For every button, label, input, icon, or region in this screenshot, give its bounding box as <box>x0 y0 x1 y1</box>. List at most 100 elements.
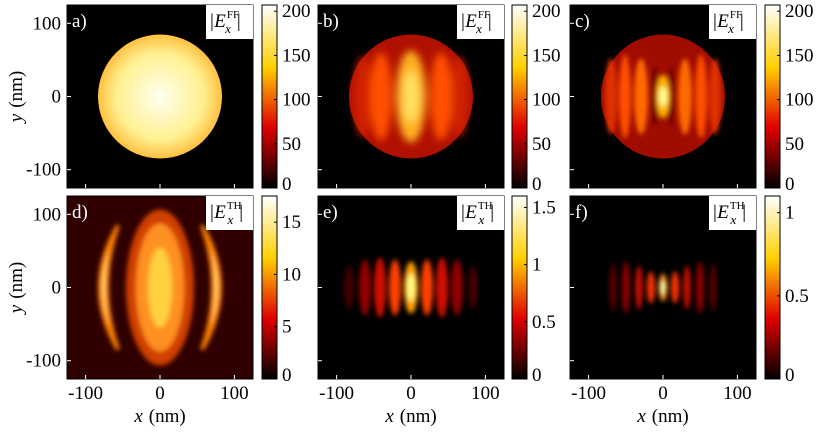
field-pattern <box>344 257 478 318</box>
field-lobe <box>634 58 648 135</box>
field-lobe <box>344 265 354 310</box>
field-lobe <box>671 271 679 304</box>
colorbar-tick-label: 0 <box>532 365 542 386</box>
y-axis-unit: (nm) <box>6 262 27 299</box>
x-axis-unit: (nm) <box>652 406 689 427</box>
heatmap-field <box>349 34 473 159</box>
colorbar <box>261 195 278 380</box>
colorbar-tick-label: 200 <box>785 1 814 22</box>
field-label-sup: TH <box>478 200 493 212</box>
field-disc <box>98 34 222 159</box>
field-lobe <box>421 259 433 316</box>
y-tick-label: -100 <box>26 160 61 181</box>
field-label-open: |E <box>460 11 477 32</box>
panel: c) |EFF x | 0 50 100 150 200 <box>569 1 814 195</box>
field-lobe <box>652 66 658 127</box>
colorbar <box>261 4 278 189</box>
field-lobe <box>635 265 643 310</box>
x-tick-label: 0 <box>658 383 668 404</box>
field-lobe <box>659 86 667 107</box>
x-tick-label: 100 <box>220 383 249 404</box>
field-label: |EFF x | <box>209 9 241 36</box>
field-lobe <box>647 271 655 304</box>
field-label-open: |E <box>209 202 226 223</box>
colorbar-tick-label: 200 <box>532 1 561 22</box>
field-label-open: |E <box>712 202 729 223</box>
panel-label: a) <box>72 11 87 32</box>
heatmap-field <box>98 34 222 159</box>
field-label: |EFF x | <box>460 9 492 36</box>
field-pattern <box>354 50 468 143</box>
field-label-box <box>709 5 756 39</box>
heatmap <box>98 34 222 159</box>
y-tick-label: 0 <box>52 87 62 108</box>
y-tick-label: 0 <box>52 278 62 299</box>
colorbar-tick-label: 50 <box>785 134 804 155</box>
heatmap <box>349 34 473 159</box>
x-tick-label: 0 <box>406 383 416 404</box>
y-axis-label: y (nm) <box>6 71 27 124</box>
colorbar-tick-label: 100 <box>532 90 561 111</box>
heatmap <box>318 196 504 379</box>
colorbar-tick-label: 50 <box>282 134 301 155</box>
y-axis-var: y <box>6 304 27 315</box>
x-axis-unit: (nm) <box>149 406 186 427</box>
field-lobe <box>668 66 674 127</box>
colorbar-tick-label: 0 <box>532 174 542 195</box>
colorbar-tick-label: 100 <box>282 90 311 111</box>
field-label-close: | <box>740 11 744 32</box>
field-label-sup: TH <box>227 200 242 212</box>
colorbar-tick-label: 100 <box>785 90 814 111</box>
field-lobe <box>609 263 617 312</box>
panel-label: c) <box>575 11 590 32</box>
colorbar <box>511 4 528 189</box>
colorbar-tick-label: 1.5 <box>532 197 556 218</box>
colorbar-tick-label: 150 <box>282 45 311 66</box>
x-tick-label: -100 <box>319 383 354 404</box>
field-lobe <box>450 56 468 137</box>
field-lobe <box>430 52 452 141</box>
field-lobe <box>451 259 463 316</box>
colorbar-tick-label: 1 <box>532 255 542 276</box>
field-lobe <box>619 54 631 139</box>
field-label-box <box>457 5 504 39</box>
field-crescent <box>98 224 120 351</box>
x-axis-label: x (nm) <box>636 406 688 427</box>
y-tick-label: 100 <box>33 13 62 34</box>
field-label-close: | <box>237 11 241 32</box>
field-lobe <box>468 265 478 310</box>
field-label: |ETH x | <box>712 200 746 227</box>
field-pattern <box>98 209 222 366</box>
field-label: |ETH x | <box>209 200 243 227</box>
x-axis-var: x <box>636 406 646 427</box>
field-lobe <box>370 52 392 141</box>
colorbar-tick-label: 50 <box>532 134 551 155</box>
x-tick-label: 0 <box>155 383 165 404</box>
x-axis-var: x <box>384 406 394 427</box>
y-axis-unit: (nm) <box>6 71 27 108</box>
field-lobe <box>354 56 372 137</box>
field-lobe <box>622 261 630 314</box>
field-lobe <box>403 70 419 123</box>
field-label-close: | <box>488 11 492 32</box>
field-lobe <box>407 273 415 302</box>
field-label-box <box>206 5 253 39</box>
x-axis-label: x (nm) <box>133 406 185 427</box>
colorbar <box>764 4 781 189</box>
x-tick-label: -100 <box>68 383 103 404</box>
field-label-sup: FF <box>227 9 239 21</box>
colorbar-tick-label: 0 <box>282 174 292 195</box>
colorbar <box>764 195 781 380</box>
field-label-sub: x <box>224 21 231 36</box>
field-label-sub: x <box>475 21 482 36</box>
field-label-box <box>709 196 756 230</box>
field-label-open: |E <box>460 202 477 223</box>
field-lobe <box>695 54 707 139</box>
heatmap <box>601 34 725 159</box>
x-tick-label: -100 <box>571 383 606 404</box>
field-pattern <box>605 54 721 139</box>
field-lobe <box>359 259 371 316</box>
field-lobe <box>696 261 704 314</box>
